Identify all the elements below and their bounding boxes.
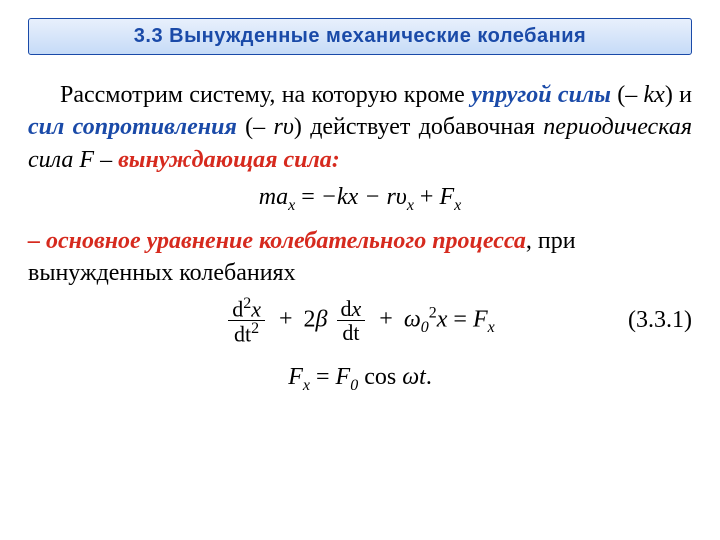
text: ) и xyxy=(665,82,692,108)
dt2: dt xyxy=(342,320,359,345)
F2: F xyxy=(473,306,488,332)
section-title: 3.3 Вынужденные механические колебания xyxy=(134,25,586,47)
omega: ω xyxy=(404,306,421,332)
main-equation-label: – основное уравнение колебательного проц… xyxy=(28,225,692,290)
equation-number: (3.3.1) xyxy=(628,307,692,334)
eq-rhs1: −kx − rυ xyxy=(321,184,407,210)
equation-body: Fx = F0 cos ωt. xyxy=(288,364,432,395)
Fx3-sub: x xyxy=(303,376,310,393)
plus2: + xyxy=(379,306,393,332)
equation-body: d2x dt2 + 2β dx dt + ω02x = Fx xyxy=(225,296,495,346)
eq-plus: + xyxy=(414,184,440,210)
var-rv: rυ xyxy=(274,114,294,140)
dt: dt xyxy=(234,322,251,347)
section-header: 3.3 Вынужденные механические колебания xyxy=(28,18,692,55)
F0-sub: 0 xyxy=(350,376,358,393)
beta: β xyxy=(316,306,328,332)
eq3-eq: = xyxy=(310,364,336,390)
text: (– xyxy=(237,114,274,140)
x3: x xyxy=(437,306,448,332)
wt: ωt xyxy=(402,364,426,390)
equation-motion: max = −kx − rυx + Fx xyxy=(28,184,692,215)
cos: cos xyxy=(358,364,402,390)
d: d xyxy=(232,296,243,321)
eq-equals: = xyxy=(295,184,321,210)
colon: : xyxy=(332,147,340,173)
label-red: – основное уравнение колебательного проц… xyxy=(28,228,526,254)
eq-lhs-ma: ma xyxy=(259,184,288,210)
intro-paragraph: Рассмотрим систему, на которую кроме упр… xyxy=(28,79,692,176)
sup2b: 2 xyxy=(251,320,259,337)
text: Рассмотрим систему, на которую кроме xyxy=(60,82,471,108)
omega-sup: 2 xyxy=(429,304,437,321)
eq-equals2: = xyxy=(453,306,473,332)
term-resistance-force: сил сопротивления xyxy=(28,114,237,140)
equation-body: max = −kx − rυx + Fx xyxy=(259,184,462,215)
Fx3: F xyxy=(288,364,303,390)
x: x xyxy=(251,296,261,321)
F2-sub: x xyxy=(488,319,495,336)
text: ) действует добавочная xyxy=(294,114,543,140)
eq-sub-x3: x xyxy=(454,197,461,214)
text: (– xyxy=(611,82,644,108)
x2: x xyxy=(352,296,362,321)
plus1: + xyxy=(279,306,293,332)
F0: F xyxy=(336,364,351,390)
frac-d2x-dt2: d2x dt2 xyxy=(228,296,265,346)
coef-2b: 2 xyxy=(304,306,316,332)
var-kx: kx xyxy=(644,82,665,108)
d2: d xyxy=(341,296,352,321)
equation-forcing: Fx = F0 cos ωt. xyxy=(28,364,692,395)
frac-dx-dt: dx dt xyxy=(337,297,366,344)
omega-sub: 0 xyxy=(421,319,429,336)
term-forcing: вынуждающая сила xyxy=(118,147,332,173)
dot: . xyxy=(426,364,432,390)
eq-sub-x2: x xyxy=(407,197,414,214)
text: – xyxy=(94,147,118,173)
eq-F: F xyxy=(439,184,454,210)
equation-differential: d2x dt2 + 2β dx dt + ω02x = Fx (3.3.1) xyxy=(28,296,692,346)
term-elastic-force: упругой силы xyxy=(471,82,611,108)
